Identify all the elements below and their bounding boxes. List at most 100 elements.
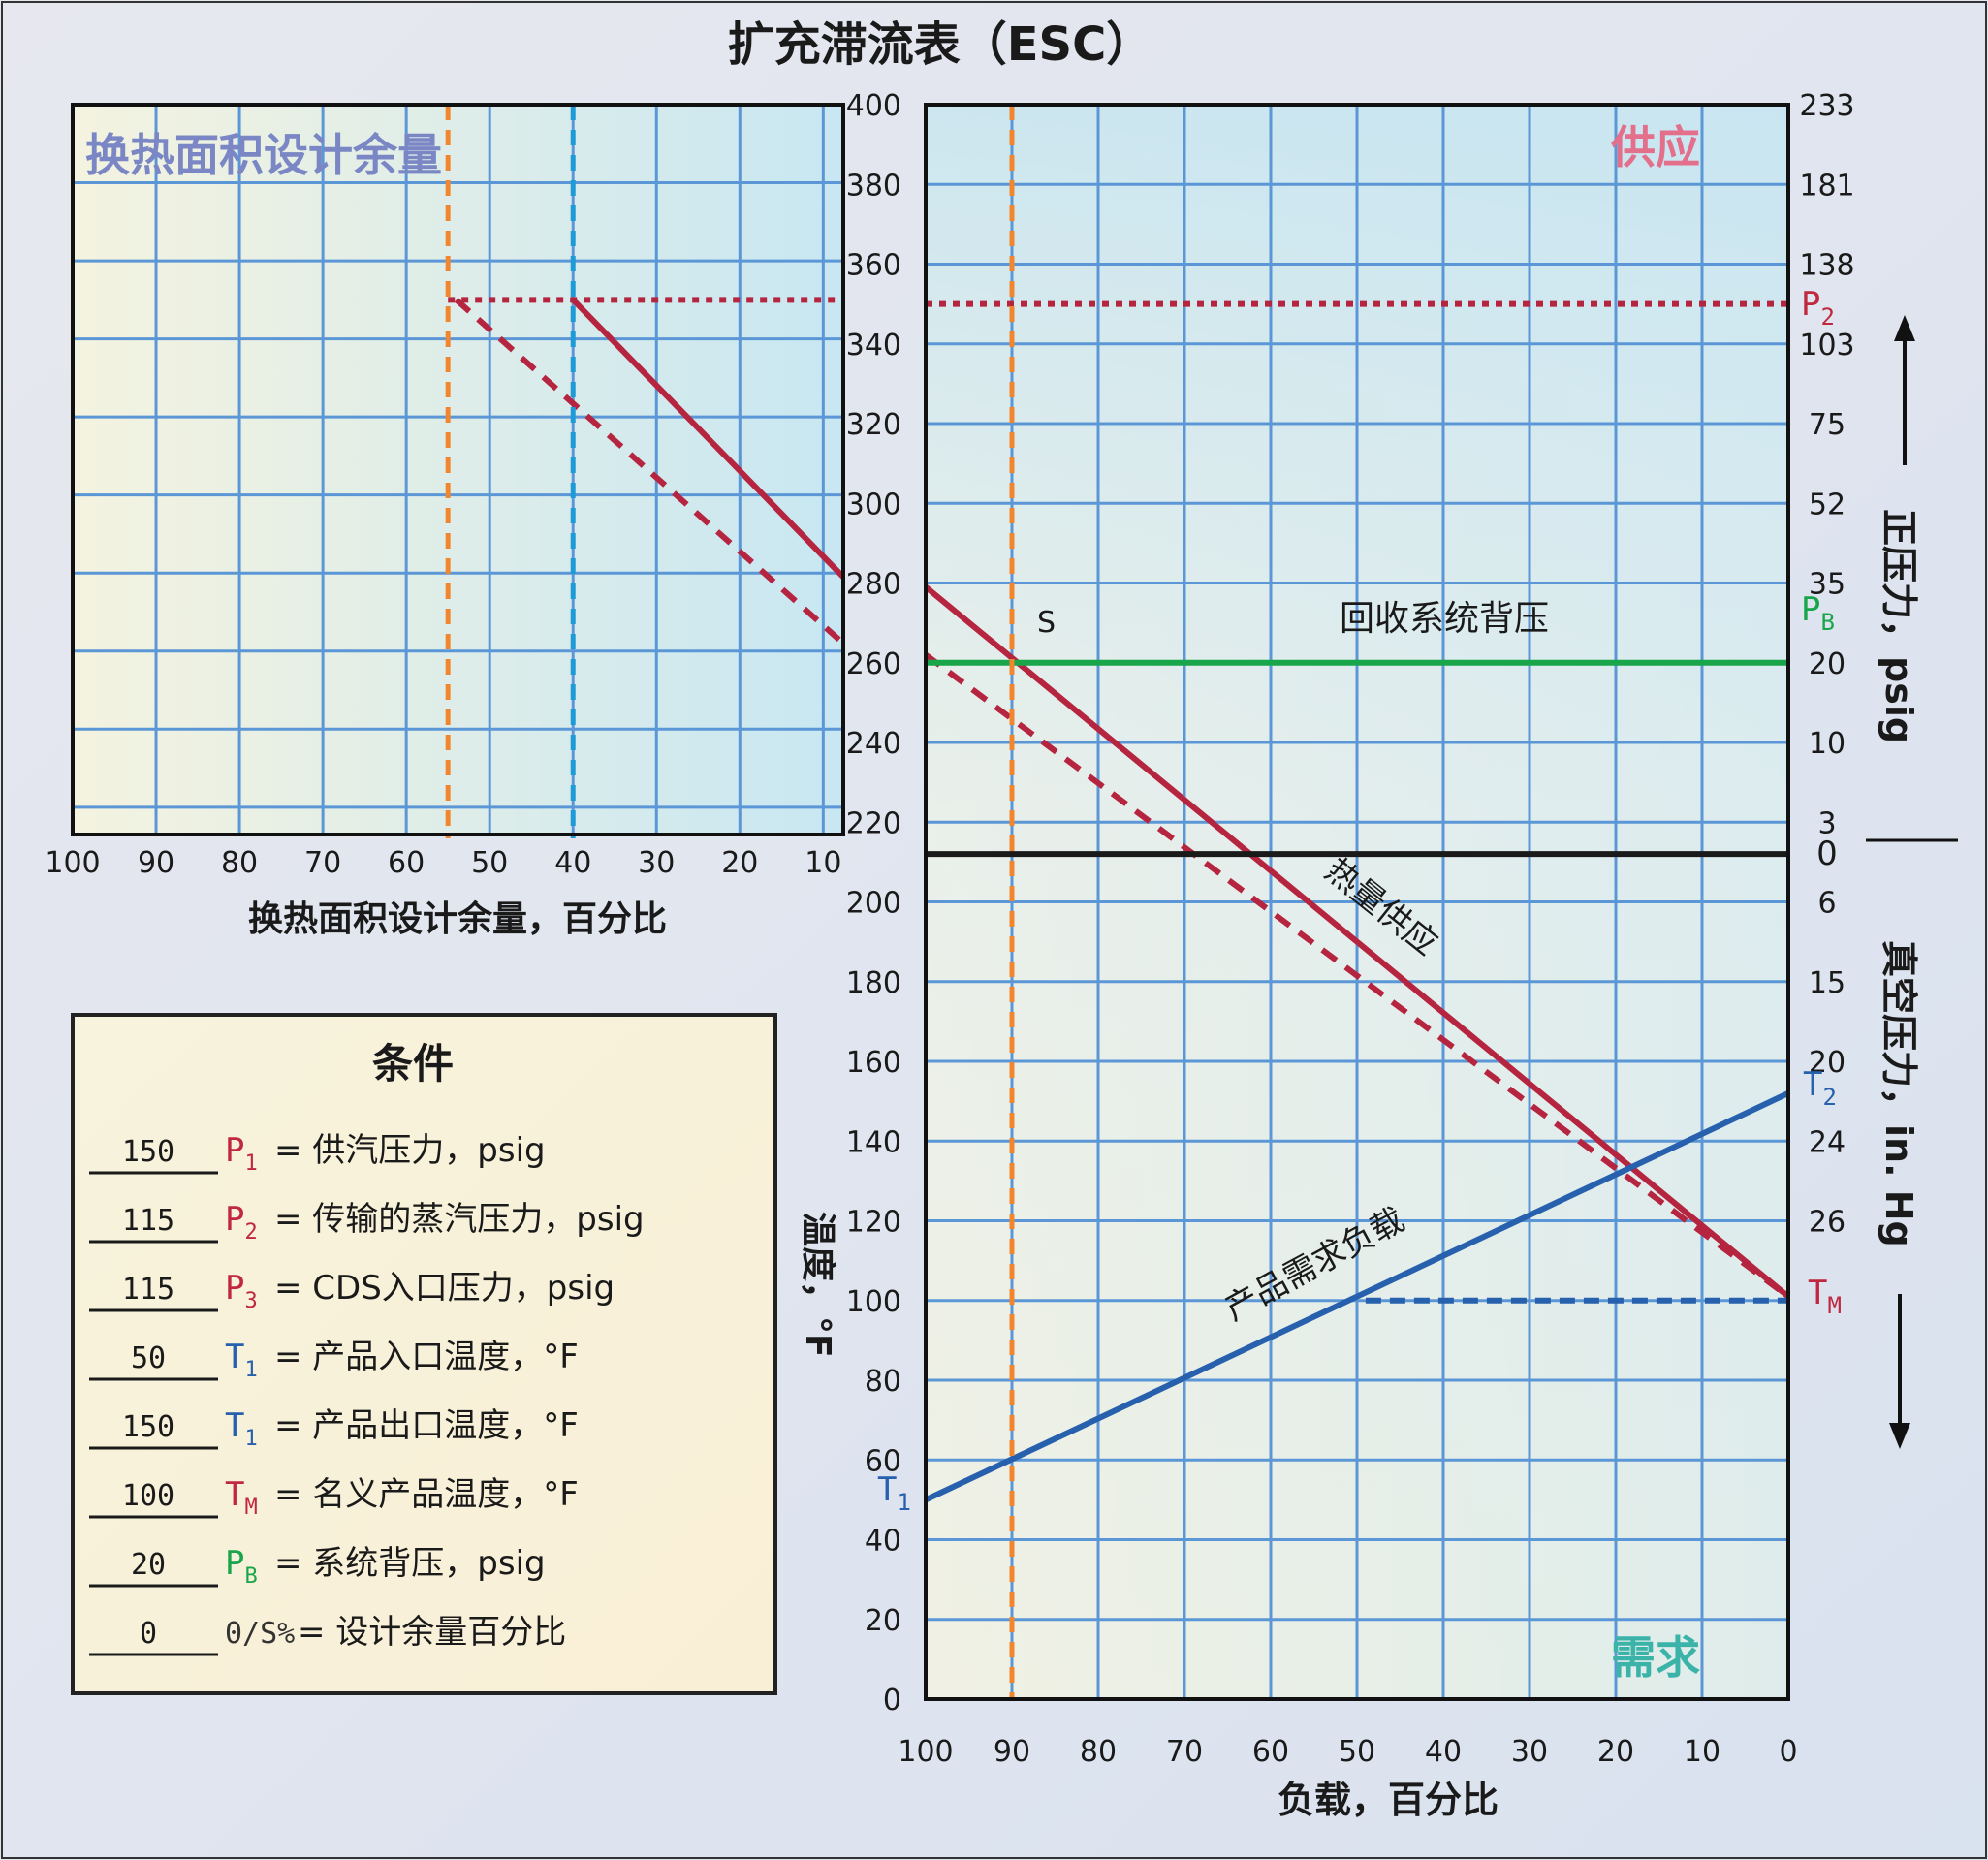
vacuum-tick-label: 15 (1809, 966, 1846, 1000)
pressure-tick-label: 35 (1809, 568, 1846, 602)
right-x-tick-label: 80 (1080, 1735, 1117, 1769)
condition-value: 150 (122, 1135, 174, 1169)
condition-symbol: TM (225, 1475, 258, 1520)
left-plot-area (73, 105, 843, 835)
condition-row: 150 T1 = 产品出口温度，°F (89, 1406, 579, 1451)
vacuum-tick-label: 20 (1809, 1046, 1846, 1080)
temperature-tick-label: 380 (846, 169, 901, 203)
left-x-tick-label: 70 (304, 846, 341, 880)
condition-value: 0 (140, 1617, 157, 1651)
back-pressure-label: 回收系统背压 (1340, 599, 1549, 639)
condition-value: 50 (131, 1341, 166, 1375)
condition-value: 100 (122, 1479, 174, 1513)
positive-pressure-axis-label: 正压力，psig (1878, 509, 1920, 743)
pressure-tick-label: 3 (1817, 806, 1836, 840)
condition-symbol: P2 (225, 1200, 258, 1245)
right-x-tick-label: 40 (1425, 1735, 1462, 1769)
temperature-tick-label: 140 (846, 1125, 901, 1159)
vacuum-pressure-axis-label: 真空压力，in. Hg (1878, 940, 1920, 1247)
temperature-tick-label: 400 (846, 89, 901, 123)
left-x-tick-label: 60 (388, 846, 425, 880)
vacuum-tick-label: 26 (1809, 1206, 1846, 1240)
left-panel-title: 换热面积设计余量 (85, 129, 442, 181)
s-point-label: S (1037, 606, 1056, 640)
right-series-dashed-red (924, 652, 1790, 1300)
temperature-tick-label: 360 (846, 249, 901, 283)
condition-value: 150 (122, 1410, 174, 1444)
right-lines (924, 105, 1790, 1699)
condition-symbol: T1 (225, 1338, 258, 1382)
pressure-tick-label: 75 (1809, 408, 1846, 442)
demand-corner-label: 需求 (1611, 1631, 1700, 1684)
left-x-tick-label: 30 (638, 846, 675, 880)
condition-row: 115 P2 = 传输的蒸汽压力，psig (89, 1200, 645, 1245)
left-x-tick-label: 90 (138, 846, 174, 880)
temperature-tick-label: 240 (846, 727, 901, 761)
condition-description: = CDS入口压力，psig (274, 1269, 615, 1308)
right-x-tick-label: 10 (1684, 1735, 1720, 1769)
pressure-tick-label: 233 (1799, 89, 1854, 123)
right-series-solid-blue (924, 1090, 1790, 1503)
condition-row: 150 P1 = 供汽压力，psig (89, 1131, 546, 1176)
down-arrow-icon (1889, 1423, 1910, 1449)
pressure-tick-label: 52 (1809, 488, 1846, 521)
condition-row: 100 TM = 名义产品温度，°F (89, 1475, 579, 1520)
conditions-rows: 150 P1 = 供汽压力，psig 115 P2 = 传输的蒸汽压力，psig 115 P3… (89, 1131, 645, 1656)
pressure-tick-label: 20 (1809, 647, 1846, 681)
temperature-tick-label: 100 (846, 1285, 901, 1319)
left-x-tick-label: 20 (721, 846, 758, 880)
left-lines (445, 105, 846, 838)
pressure-tick-label: 181 (1799, 169, 1854, 203)
condition-symbol: 0/S% (225, 1617, 295, 1651)
vacuum-tick-label: 24 (1809, 1125, 1846, 1159)
left-series-solid-red (571, 298, 846, 580)
up-arrow-icon (1894, 315, 1915, 341)
temperature-y-ticks: 4003803603403203002802602402202001801601… (846, 89, 901, 1718)
temperature-tick-label: 0 (883, 1684, 901, 1718)
temperature-tick-label: 220 (846, 806, 901, 840)
temperature-tick-label: 20 (865, 1604, 901, 1638)
condition-value: 20 (131, 1548, 166, 1582)
supply-corner-label: 供应 (1611, 121, 1700, 173)
p2-label: P2 (1801, 285, 1835, 331)
page-title: 扩充滞流表（ESC） (728, 17, 1153, 72)
conditions-heading: 条件 (372, 1040, 454, 1088)
temperature-axis-label: 温度，°F (798, 1212, 837, 1358)
pb-label: PB (1801, 590, 1835, 636)
temperature-tick-label: 280 (846, 568, 901, 602)
temperature-tick-label: 120 (846, 1206, 901, 1240)
condition-symbol: T1 (225, 1406, 258, 1451)
right-x-tick-label: 60 (1252, 1735, 1289, 1769)
tm-label: TM (1808, 1274, 1842, 1319)
condition-description: = 传输的蒸汽压力，psig (274, 1200, 645, 1239)
right-x-tick-label: 100 (898, 1735, 953, 1769)
left-x-tick-label: 100 (45, 846, 100, 880)
right-x-tick-label: 30 (1511, 1735, 1548, 1769)
condition-symbol: PB (225, 1544, 258, 1589)
condition-row: 0 0/S% = 设计余量百分比 (89, 1613, 566, 1656)
pressure-tick-label: 10 (1809, 727, 1846, 761)
condition-row: 115 P3 = CDS入口压力，psig (89, 1269, 615, 1313)
temperature-tick-label: 300 (846, 488, 901, 521)
temperature-tick-label: 160 (846, 1046, 901, 1080)
right-x-tick-label: 50 (1339, 1735, 1375, 1769)
pressure-tick-label: 0 (1816, 835, 1838, 873)
condition-description: = 名义产品温度，°F (274, 1475, 579, 1514)
vacuum-tick-label: 6 (1817, 887, 1836, 921)
temperature-tick-label: 60 (865, 1444, 901, 1478)
right-panel: 供应 需求 回收系统背压 S 热量供应 产品需求负载 100 90 80 70 60 50… (798, 89, 1958, 1821)
left-x-tick-label: 80 (221, 846, 258, 880)
left-x-tick-label: 50 (471, 846, 508, 880)
condition-description: = 供汽压力，psig (274, 1131, 546, 1170)
right-x-tick-label: 0 (1779, 1735, 1797, 1769)
right-series-solid-red (924, 584, 1790, 1299)
right-plot-frame (924, 103, 1790, 1701)
left-x-axis-label: 换热面积设计余量，百分比 (248, 898, 667, 939)
temperature-tick-label: 80 (865, 1365, 901, 1399)
condition-description: = 设计余量百分比 (298, 1613, 566, 1652)
left-x-tick-label: 10 (805, 846, 841, 880)
